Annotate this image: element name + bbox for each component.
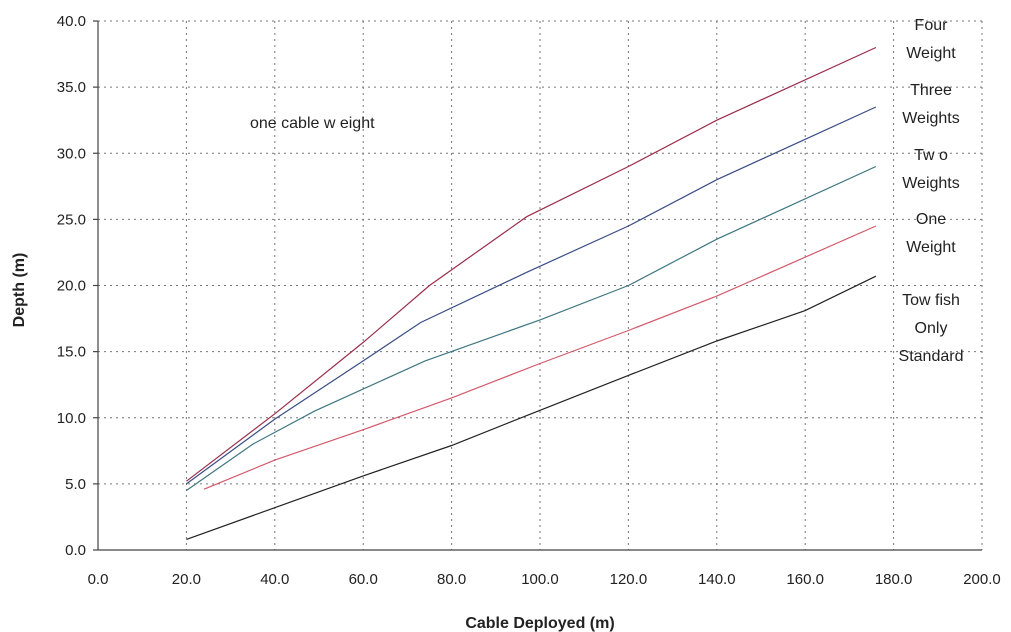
legend: Four Weight Three Weights Tw o Weights One Weig… (899, 17, 964, 365)
x-axis-title: Cable Deployed (m) (465, 615, 614, 632)
legend-label-line: Weights (902, 110, 960, 127)
legend-label: Tow fish Only Standard (899, 292, 964, 365)
legend-label: Four Weight (906, 17, 956, 62)
legend-label-line: Tow fish (902, 292, 960, 309)
y-tick-label: 0.0 (65, 542, 86, 559)
series-line-tw-o-weights (186, 165, 877, 491)
y-tick-label: 5.0 (65, 476, 86, 493)
series-line-tow-fish-only-standard (186, 275, 877, 540)
legend-label-line: Tw o (914, 147, 948, 164)
legend-label-line: Weight (906, 45, 956, 62)
x-tick-label: 120.0 (610, 571, 648, 588)
annotation-one-cable-weight: one cable w eight (250, 115, 375, 132)
legend-label: One Weight (906, 211, 956, 256)
legend-label-line: Standard (899, 348, 964, 365)
x-tick-label: 180.0 (875, 571, 913, 588)
x-tick-label: 100.0 (521, 571, 559, 588)
legend-label-line: One (916, 211, 946, 228)
legend-label-line: Weights (902, 175, 960, 192)
x-tick-label: 0.0 (88, 571, 109, 588)
series-line-one-weight (203, 225, 877, 490)
y-tick-label: 20.0 (57, 278, 86, 295)
x-tick-labels: 0.0 20.0 40.0 60.0 80.0 100.0 120.0 140.0 160.0 1… (88, 571, 1001, 588)
series-line-four-weight (186, 46, 877, 482)
legend-label: Three Weights (902, 82, 960, 127)
x-tick-label: 80.0 (437, 571, 466, 588)
series-line-three-weights (186, 106, 877, 485)
grid-lines (98, 20, 983, 550)
x-tick-label: 200.0 (963, 571, 1001, 588)
x-tick-label: 20.0 (172, 571, 201, 588)
y-tick-label: 10.0 (57, 410, 86, 427)
legend-label-line: Only (915, 320, 948, 337)
y-tick-label: 15.0 (57, 344, 86, 361)
series-lines (186, 46, 877, 540)
y-tick-labels: 0.0 5.0 10.0 15.0 20.0 25.0 30.0 35.0 40.0 (57, 13, 86, 559)
y-tick-label: 35.0 (57, 79, 86, 96)
legend-label-line: Four (915, 17, 949, 34)
legend-label-line: Three (910, 82, 952, 99)
y-tick-label: 25.0 (57, 211, 86, 228)
x-tick-label: 40.0 (260, 571, 289, 588)
x-tick-label: 60.0 (349, 571, 378, 588)
y-tick-label: 40.0 (57, 13, 86, 30)
x-tick-label: 160.0 (786, 571, 824, 588)
y-tick-label: 30.0 (57, 145, 86, 162)
x-tick-label: 140.0 (698, 571, 736, 588)
y-axis-title: Depth (m) (11, 253, 28, 328)
legend-label-line: Weight (906, 239, 956, 256)
legend-label: Tw o Weights (902, 147, 960, 192)
axes (93, 20, 982, 551)
